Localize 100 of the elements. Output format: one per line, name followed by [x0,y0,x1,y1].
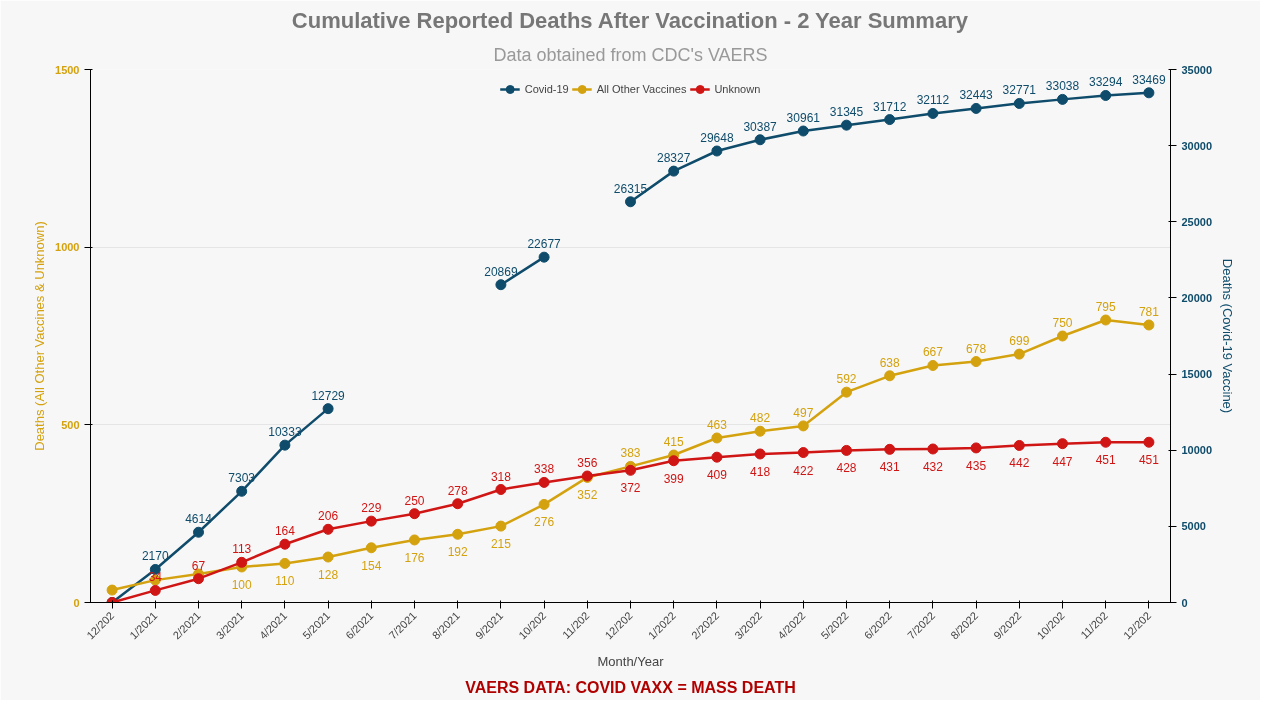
point [365,542,377,554]
data-label: 678 [966,341,987,356]
point [884,443,896,455]
y-tick-label: 500 [61,418,80,431]
data-label: 278 [447,483,469,498]
point [1013,97,1025,109]
point [927,360,939,371]
data-label: 206 [318,509,339,524]
data-label: 482 [750,411,771,426]
data-label: 383 [620,446,641,461]
data-label: 638 [879,355,901,370]
point [625,196,636,208]
data-label: 318 [490,469,512,484]
data-label: 422 [793,463,814,478]
point [970,102,982,114]
data-label: 418 [750,464,771,479]
point [279,439,291,451]
data-label: 176 [404,550,425,565]
point [279,557,291,569]
data-label: 215 [490,537,512,552]
data-label: 442 [1009,456,1030,471]
data-label: 32112 [916,93,950,108]
point [797,420,809,432]
point [322,523,334,535]
data-label: 31345 [829,105,864,120]
data-label: 32771 [1002,83,1037,98]
data-label: 497 [793,405,814,420]
point [149,584,161,596]
data-label: 447 [1052,454,1073,469]
y2-tick-label: 5000 [1181,520,1206,533]
data-label: 33038 [1045,79,1080,94]
y2-tick-label: 10000 [1181,444,1213,457]
data-label: 463 [706,417,728,432]
point [1100,436,1112,448]
point [365,515,377,527]
point [841,444,852,456]
point [1057,93,1068,105]
y2-tick-label: 30000 [1181,139,1213,152]
data-label: 128 [318,568,339,583]
point [1013,348,1025,360]
data-label: 164 [274,524,296,539]
point [452,528,464,540]
legend-label: Covid-19 [524,83,569,95]
point [797,447,809,459]
data-label: 31712 [873,99,907,114]
data-label: 30387 [743,119,778,134]
y-tick-label: 1000 [55,241,80,254]
point [668,455,680,467]
point [1143,319,1155,331]
y2-tick-label: 25000 [1181,215,1213,228]
legend-label: Unknown [714,83,761,95]
data-label: 428 [836,461,857,476]
point [884,114,896,126]
x-axis-title: Month/Year [597,653,665,669]
point [970,442,982,454]
point [884,370,896,382]
data-label: 192 [447,545,469,560]
data-label: 28327 [657,151,691,166]
point [927,443,939,455]
legend-label: All Other Vaccines [596,83,687,95]
point [322,551,334,563]
point [538,476,550,488]
text: VAERS DATA: COVID VAXX = MASS DEATH [465,678,796,696]
point [754,448,766,460]
point [495,484,507,495]
data-label: 435 [966,458,987,473]
data-label: 356 [577,456,598,470]
data-label: 250 [404,493,425,508]
data-label: 699 [1009,334,1030,349]
point [668,165,680,177]
y2-tick-label: 0 [1181,596,1188,609]
point [1057,330,1068,342]
point [1100,89,1112,101]
data-label: 399 [663,471,685,486]
data-label: 33294 [1089,75,1123,90]
point [797,125,809,137]
point [236,556,248,568]
point [1100,314,1112,326]
data-label: 110 [275,574,295,589]
y-tick-label: 0 [73,596,80,609]
data-label: 352 [577,488,598,503]
y-axis-title: Deaths (All Other Vaccines & Unknown) [32,221,48,451]
data-label: 22677 [527,237,562,252]
point [841,119,852,131]
point [754,134,766,146]
point [538,251,550,263]
point [538,498,550,510]
point [495,520,507,532]
y-tick-label: 1500 [55,63,80,76]
y2-tick-label: 35000 [1181,63,1213,76]
point [970,356,982,368]
point [1013,439,1025,451]
point [1143,87,1155,99]
data-label: 33469 [1132,72,1166,87]
data-label: 100 [231,577,253,592]
point [711,451,723,463]
data-label: 781 [1138,304,1160,319]
chart-title: Cumulative Reported Deaths After Vaccination - 2 Year Summary [291,7,969,33]
point [279,538,291,550]
y2-tick-label: 15000 [1181,368,1213,381]
